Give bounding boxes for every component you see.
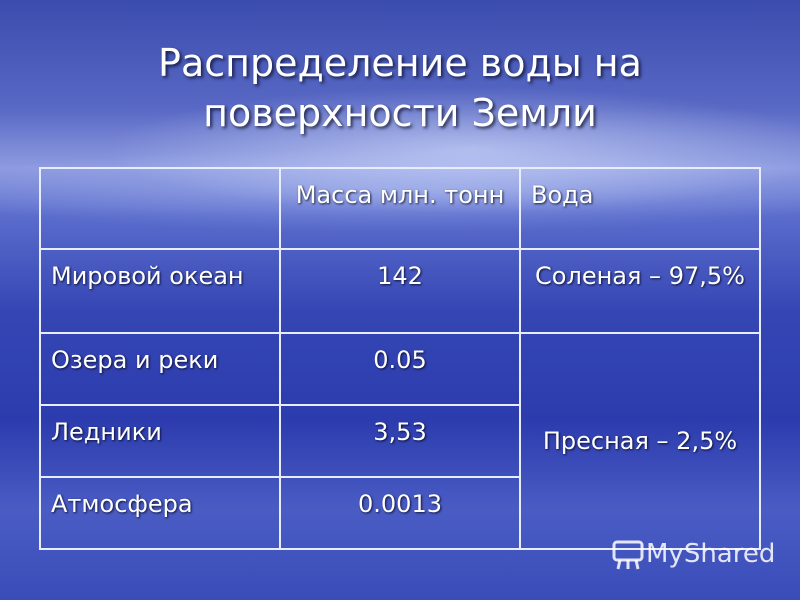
watermark: MyShared: [610, 536, 775, 572]
slide-title: Распределение воды на поверхности Земли: [0, 38, 800, 138]
row-label: Озера и реки: [39, 332, 281, 406]
mass-cell: 0.05: [279, 332, 521, 406]
table-row: Мировой океан 142 Соленая – 97,5%: [39, 248, 761, 334]
table-row: Атмосфера 0.0013: [39, 476, 760, 550]
header-cell: Вода: [519, 167, 761, 250]
watermark-icon: [612, 540, 644, 570]
mass-cell: 3,53: [279, 404, 521, 478]
water-cell: Пресная – 2,5%: [519, 332, 761, 550]
header-cell: Масса млн. тонн: [279, 167, 521, 250]
header-row: Масса млн. тонн Вода: [39, 167, 761, 250]
table-row: Ледники 3,53: [39, 404, 760, 478]
row-label: Ледники: [39, 404, 281, 478]
watermark-text: MyShared: [646, 539, 776, 569]
row-label: Мировой океан: [39, 248, 281, 334]
title-line: Распределение воды на: [158, 41, 642, 85]
header-cell: [39, 167, 281, 250]
title-line: поверхности Земли: [203, 91, 597, 135]
water-cell: Соленая – 97,5%: [519, 248, 761, 334]
table-row: Озера и реки 0.05 Пресная – 2,5%: [39, 332, 761, 550]
mass-cell: 0.0013: [279, 476, 521, 550]
water-table: Масса млн. тонн Вода Мировой океан 142 С…: [39, 167, 761, 550]
mass-cell: 142: [279, 248, 521, 334]
row-label: Атмосфера: [39, 476, 281, 550]
